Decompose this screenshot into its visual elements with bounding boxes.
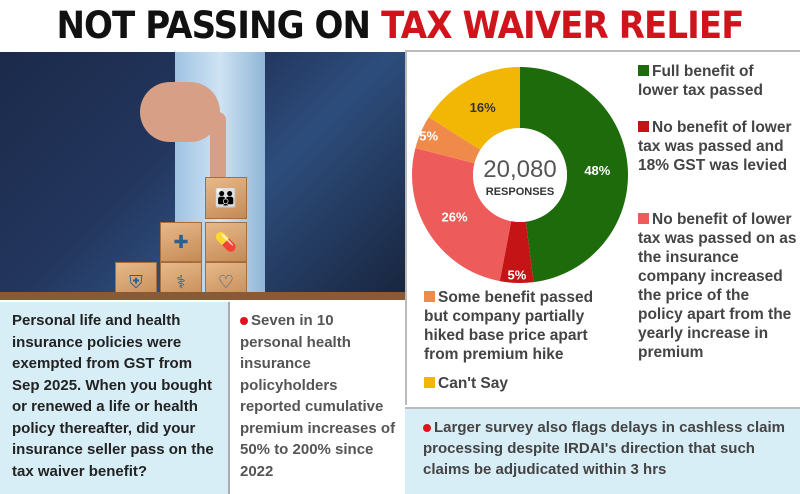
donut-chart: 48% 5% 26% 5% 16% 20,080 RESPONSES	[412, 67, 629, 283]
pills-icon: 💊	[205, 222, 247, 262]
headline-part2: TAX WAIVER RELIEF	[381, 3, 744, 47]
legend-swatch	[638, 65, 649, 76]
family-icon: 👪	[205, 177, 247, 219]
bullet-icon	[423, 424, 431, 433]
slice-label: 48%	[584, 163, 610, 178]
bullet-icon	[240, 317, 248, 326]
note-claim-delays: Larger survey also flags delays in cashl…	[405, 407, 800, 494]
donut-hole	[473, 128, 567, 222]
note-premium-increase: Seven in 10 personal health insurance po…	[228, 302, 405, 494]
donut-slice	[520, 67, 629, 283]
donut-slice	[415, 117, 481, 164]
survey-question: Personal life and health insurance polic…	[0, 302, 228, 494]
slice-label: 26%	[442, 210, 468, 225]
chart-panel	[405, 50, 800, 405]
donut-slice	[499, 221, 534, 283]
legend-item-no-benefit-gst: No benefit of lower tax was passed and 1…	[638, 119, 792, 174]
medical-kit-icon: ✚	[160, 222, 202, 262]
headline: NOT PASSING ON TAX WAIVER RELIEF	[32, 0, 768, 50]
slice-label: 5%	[507, 267, 526, 282]
legend-swatch	[424, 377, 435, 388]
slice-label: 16%	[470, 100, 496, 115]
center-label: RESPONSES	[486, 186, 554, 198]
donut-slice	[428, 67, 520, 150]
legend-item-cant-say: Can't Say	[424, 374, 609, 393]
legend-swatch	[424, 291, 435, 302]
slice-label: 5%	[419, 128, 438, 143]
center-value: 20,080	[483, 156, 556, 183]
headline-part1: NOT PASSING ON	[56, 3, 371, 47]
legend-item-some-benefit: Some benefit passed but company partiall…	[424, 289, 594, 363]
legend-swatch	[638, 121, 649, 132]
legend-swatch	[638, 213, 649, 224]
legend-item-no-benefit-price: No benefit of lower tax was passed on as…	[638, 211, 797, 361]
donut-slice	[412, 148, 512, 282]
photo-insurance-blocks: 👪 ✚ 💊 ⛨ ⚕ ♡	[0, 52, 405, 300]
legend-item-full-benefit: Full benefit of lower tax passed	[638, 63, 763, 99]
